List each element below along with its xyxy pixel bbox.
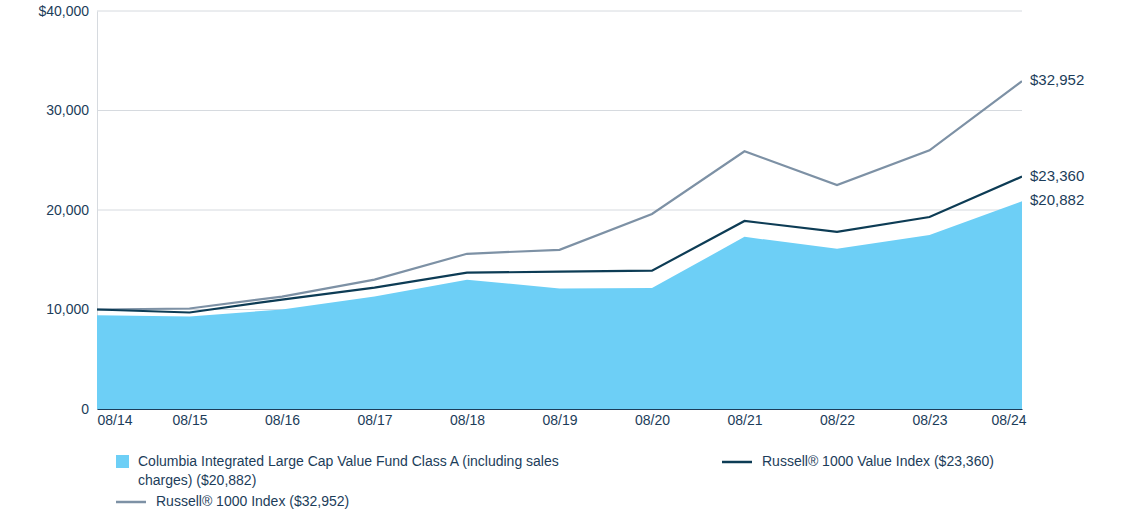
y-tick: 30,000 — [46, 102, 97, 118]
x-tick-label: 08/18 — [450, 412, 485, 428]
chart: 010,00020,00030,000$40,00008/1408/1508/1… — [0, 0, 1121, 515]
x-tick: 08/15 — [172, 409, 207, 428]
x-tick-label: 08/21 — [727, 412, 762, 428]
x-tick-label: 08/16 — [265, 412, 300, 428]
x-tick: 08/17 — [357, 409, 392, 428]
legend-item: Russell® 1000 Index ($32,952) — [116, 493, 349, 509]
y-tick-label: 30,000 — [46, 102, 89, 118]
x-axis: 08/14 08/15 08/16 08/17 08/18 08/19 08/20 08/21… — [98, 409, 1027, 428]
legend-swatch — [116, 455, 129, 468]
plot-area — [97, 81, 1022, 409]
y-tick-label: 0 — [81, 401, 89, 417]
x-tick-label: 08/23 — [912, 412, 947, 428]
legend-swatch — [116, 501, 146, 504]
y-tick-label: 20,000 — [46, 202, 89, 218]
legend-label: Russell® 1000 Index ($32,952) — [156, 493, 349, 509]
x-tick: 08/20 — [635, 409, 670, 428]
data-label: $32,952 — [1030, 71, 1084, 88]
x-tick: 08/19 — [542, 409, 577, 428]
grid-line — [97, 210, 1022, 211]
y-tick: 10,000 — [46, 301, 97, 317]
legend: Columbia Integrated Large Cap Value Fund… — [116, 453, 994, 509]
legend-label: Russell® 1000 Value Index ($23,360) — [762, 453, 994, 469]
y-axis: 0 10,000 20,000 30,000 $40,000 — [38, 3, 97, 417]
y-tick: 20,000 — [46, 202, 97, 218]
x-tick: 08/24 — [991, 409, 1026, 428]
x-tick: 08/21 — [727, 409, 762, 428]
x-tick-label: 08/22 — [820, 412, 855, 428]
x-tick: 08/14 — [98, 409, 133, 428]
grid-line — [97, 110, 1022, 111]
legend-item: Columbia Integrated Large Cap Value Fund… — [116, 453, 559, 488]
data-label: $23,360 — [1030, 167, 1084, 184]
x-tick: 08/18 — [450, 409, 485, 428]
data-labels: $20,882 $23,360 $32,952 — [1030, 71, 1084, 208]
data-label: $20,882 — [1030, 191, 1084, 208]
x-tick-label: 08/20 — [635, 412, 670, 428]
x-tick-label: 08/14 — [98, 412, 133, 428]
legend-swatch — [722, 461, 752, 464]
y-tick-label: $40,000 — [38, 3, 89, 19]
x-tick-label: 08/24 — [991, 412, 1026, 428]
x-tick-label: 08/15 — [172, 412, 207, 428]
grid — [97, 11, 1022, 409]
line — [97, 81, 1022, 309]
y-tick: $40,000 — [38, 3, 97, 19]
legend-item: Russell® 1000 Value Index ($23,360) — [722, 453, 994, 469]
y-tick-label: 10,000 — [46, 301, 89, 317]
line — [97, 177, 1022, 313]
x-tick: 08/22 — [820, 409, 855, 428]
grid-line — [97, 11, 1022, 12]
x-tick-label: 08/19 — [542, 412, 577, 428]
x-tick: 08/23 — [912, 409, 947, 428]
legend-label: Columbia Integrated Large Cap Value Fund… — [138, 453, 559, 488]
x-axis-line — [98, 409, 1023, 410]
y-tick: 0 — [81, 401, 97, 417]
x-tick-label: 08/17 — [357, 412, 392, 428]
x-tick: 08/16 — [265, 409, 300, 428]
